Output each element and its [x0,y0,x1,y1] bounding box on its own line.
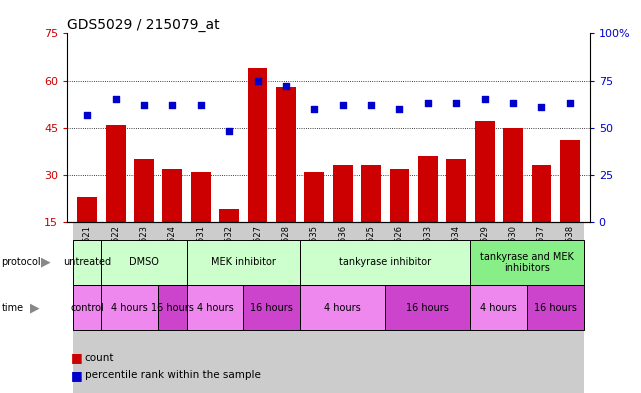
Bar [470,222,499,393]
Text: time: time [1,303,24,312]
Text: GDS5029 / 215079_at: GDS5029 / 215079_at [67,18,220,32]
Bar [446,159,466,269]
Text: 16 hours: 16 hours [151,303,194,312]
Bar [187,285,244,330]
Bar [333,165,353,269]
Bar [129,222,158,393]
Bar [304,172,324,269]
Bar [413,222,442,393]
Bar [247,68,267,269]
Bar [73,285,101,330]
Text: 4 hours: 4 hours [481,303,517,312]
Point [479,96,490,103]
Point [196,102,206,108]
Bar [418,156,438,269]
Bar [134,159,154,269]
Text: DMSO: DMSO [129,257,159,267]
Bar [470,285,528,330]
Bar [162,169,182,269]
Bar [215,222,244,393]
Bar [470,240,584,285]
Bar [191,172,211,269]
Point [451,100,462,107]
Point [139,102,149,108]
Bar [442,222,470,393]
Bar [219,209,239,269]
Point [394,106,404,112]
Point [366,102,376,108]
Text: ■: ■ [71,351,82,364]
Bar [499,222,528,393]
Bar [385,222,413,393]
Bar [528,222,556,393]
Text: ■: ■ [71,369,82,382]
Bar [73,240,101,285]
Bar [475,121,495,269]
Bar [361,165,381,269]
Point [423,100,433,107]
Point [338,102,348,108]
Bar [276,87,296,269]
Point [167,102,178,108]
Bar [73,222,101,393]
Point [309,106,319,112]
Point [224,129,234,135]
Text: ▶: ▶ [29,301,40,314]
Text: control: control [71,303,104,312]
Bar [158,222,187,393]
Bar [385,285,470,330]
Bar [78,197,97,269]
Bar [300,285,385,330]
Bar [244,222,272,393]
Bar [300,222,329,393]
Point [253,77,263,84]
Text: untreated: untreated [63,257,112,267]
Bar [272,222,300,393]
Point [110,96,121,103]
Bar [187,222,215,393]
Text: tankyrase and MEK
inhibitors: tankyrase and MEK inhibitors [480,252,574,273]
Bar [101,240,187,285]
Text: count: count [85,353,114,363]
Bar [560,140,579,269]
Bar [300,240,470,285]
Bar [187,240,300,285]
Point [565,100,575,107]
Text: MEK inhibitor: MEK inhibitor [211,257,276,267]
Point [508,100,518,107]
Bar [357,222,385,393]
Bar [106,125,126,269]
Text: 4 hours: 4 hours [324,303,361,312]
Bar [528,285,584,330]
Point [537,104,547,110]
Text: protocol: protocol [1,257,41,267]
Bar [329,222,357,393]
Bar [390,169,410,269]
Text: percentile rank within the sample: percentile rank within the sample [85,370,260,380]
Bar [101,285,158,330]
Bar [101,222,129,393]
Text: 4 hours: 4 hours [197,303,233,312]
Text: 16 hours: 16 hours [406,303,449,312]
Text: ▶: ▶ [41,256,51,269]
Text: 4 hours: 4 hours [112,303,148,312]
Bar [244,285,300,330]
Bar [158,285,187,330]
Bar [503,128,523,269]
Text: tankyrase inhibitor: tankyrase inhibitor [339,257,431,267]
Bar [556,222,584,393]
Text: 16 hours: 16 hours [250,303,293,312]
Point [281,83,291,89]
Bar [531,165,551,269]
Point [82,111,92,118]
Text: 16 hours: 16 hours [534,303,577,312]
